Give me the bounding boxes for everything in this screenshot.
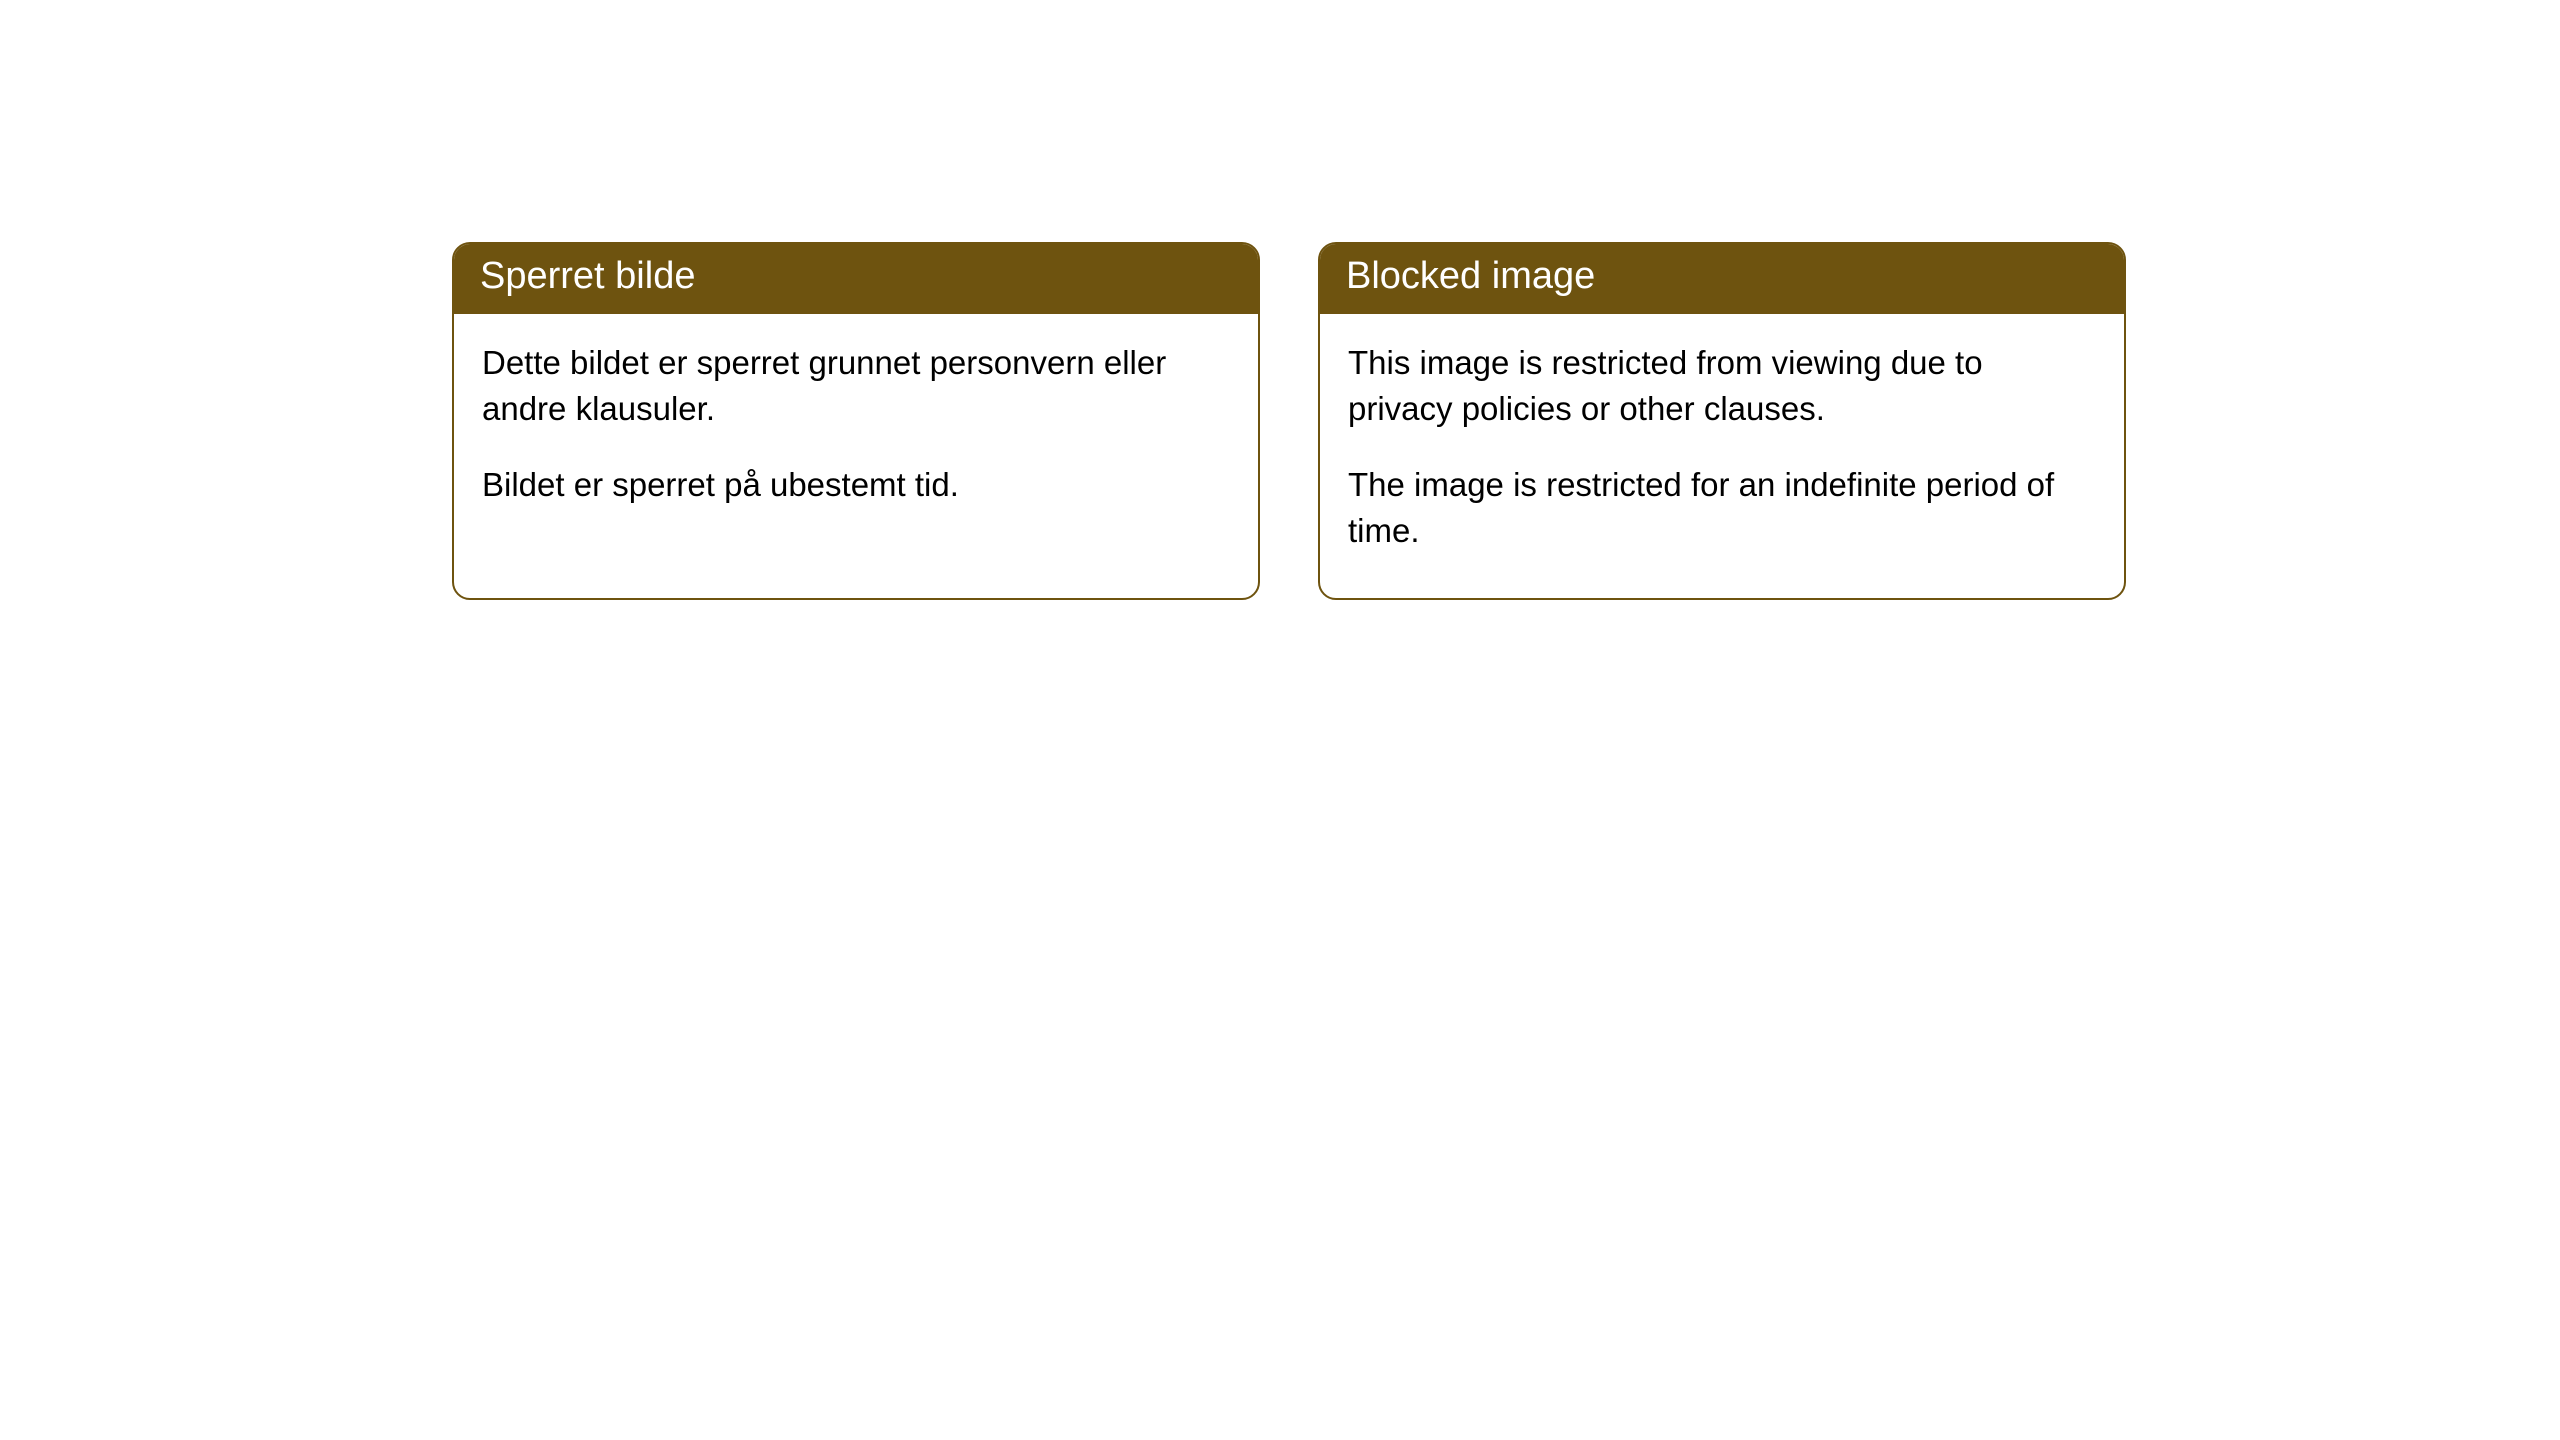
card-paragraph: Bildet er sperret på ubestemt tid. xyxy=(482,462,1230,508)
card-paragraph: Dette bildet er sperret grunnet personve… xyxy=(482,340,1230,432)
card-header: Sperret bilde xyxy=(454,244,1258,314)
notice-container: Sperret bilde Dette bildet er sperret gr… xyxy=(0,0,2560,600)
notice-card-norwegian: Sperret bilde Dette bildet er sperret gr… xyxy=(452,242,1260,600)
notice-card-english: Blocked image This image is restricted f… xyxy=(1318,242,2126,600)
card-paragraph: This image is restricted from viewing du… xyxy=(1348,340,2096,432)
card-body: Dette bildet er sperret grunnet personve… xyxy=(454,314,1258,553)
card-body: This image is restricted from viewing du… xyxy=(1320,314,2124,599)
card-header: Blocked image xyxy=(1320,244,2124,314)
card-paragraph: The image is restricted for an indefinit… xyxy=(1348,462,2096,554)
